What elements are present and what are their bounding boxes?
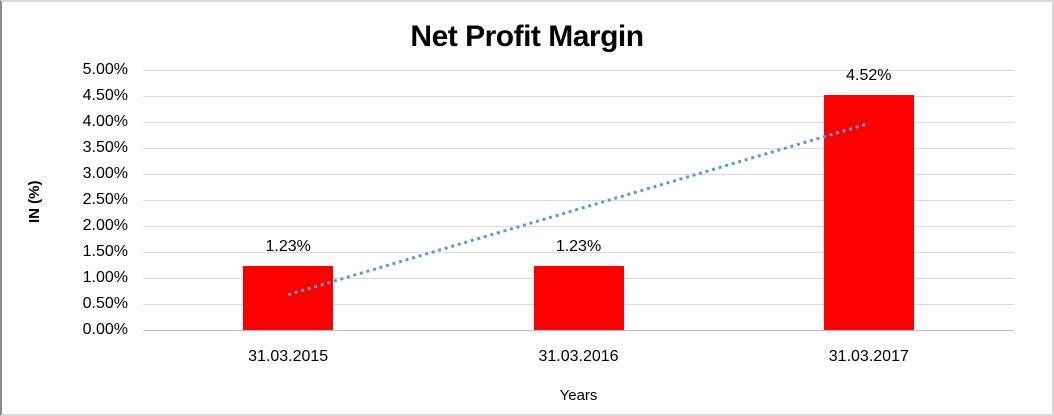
bar xyxy=(533,266,624,330)
bar-data-label: 4.52% xyxy=(846,66,892,84)
y-tick-label: 5.00% xyxy=(82,61,128,78)
bar xyxy=(243,266,334,330)
category-label: 31.03.2015 xyxy=(248,348,329,365)
y-tick-label: 0.00% xyxy=(82,321,128,338)
y-tick-label: 1.50% xyxy=(82,243,128,260)
x-axis-title: Years xyxy=(559,387,598,404)
category-label: 31.03.2016 xyxy=(538,348,619,365)
category-label: 31.03.2017 xyxy=(828,348,909,365)
bar-data-label: 1.23% xyxy=(265,238,311,256)
y-tick-label: 0.50% xyxy=(82,295,128,312)
bar-data-label: 1.23% xyxy=(555,238,602,256)
bar xyxy=(823,94,914,330)
y-tick-label: 3.00% xyxy=(82,165,128,182)
y-tick-label: 4.50% xyxy=(82,87,128,104)
x-axis-line xyxy=(143,330,1014,331)
y-tick-label: 2.00% xyxy=(82,217,128,234)
y-tick-label: 3.50% xyxy=(82,139,128,156)
gridline xyxy=(143,70,1014,71)
y-tick-label: 1.00% xyxy=(82,269,128,286)
gridline xyxy=(143,96,1014,97)
y-tick-label: 4.00% xyxy=(82,113,128,130)
plot-area: 1.23% 1.23% 4.52% xyxy=(143,66,1014,331)
chart-title: Net Profit Margin xyxy=(410,20,644,53)
y-tick-label: 2.50% xyxy=(82,191,128,208)
